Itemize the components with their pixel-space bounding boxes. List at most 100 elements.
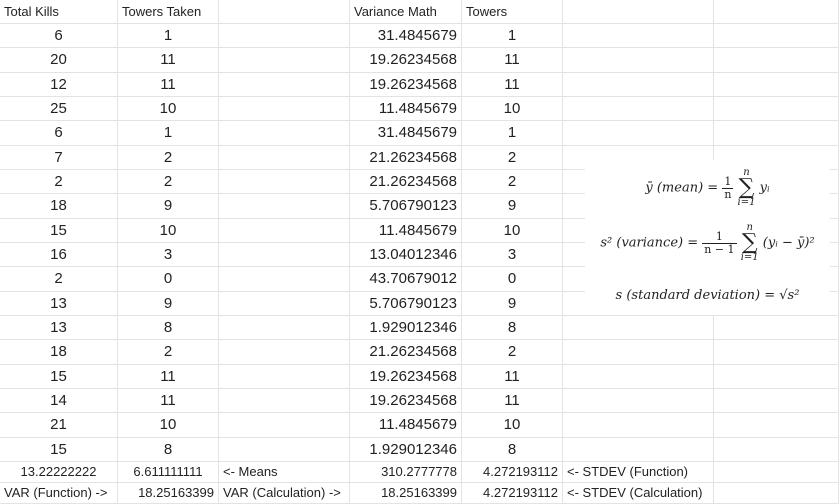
cell-col-g[interactable] (714, 413, 839, 438)
cell-variance-math[interactable]: Variance Math (350, 0, 462, 24)
cell-towers-taken[interactable]: 8 (118, 315, 219, 341)
cell-total-kills[interactable]: 12 (0, 72, 118, 97)
cell-towers-taken[interactable]: 10 (118, 96, 219, 122)
cell-col-c[interactable] (219, 121, 350, 146)
cell-col-c[interactable] (219, 24, 350, 49)
cell-total-kills[interactable]: VAR (Function) -> (0, 482, 118, 504)
cell-col-f[interactable] (563, 340, 714, 365)
cell-col-g[interactable] (714, 482, 839, 504)
cell-total-kills[interactable]: 21 (0, 413, 118, 438)
cell-towers[interactable]: 3 (462, 242, 563, 268)
cell-variance-math[interactable]: 19.26234568 (350, 48, 462, 73)
cell-col-f[interactable] (563, 437, 714, 462)
cell-col-g[interactable] (714, 364, 839, 389)
cell-towers-taken[interactable]: 2 (118, 169, 219, 195)
cell-variance-math[interactable]: 1.929012346 (350, 437, 462, 462)
cell-towers-taken[interactable]: Towers Taken (118, 0, 219, 24)
cell-col-c[interactable] (219, 413, 350, 438)
cell-col-g[interactable] (714, 437, 839, 462)
cell-total-kills[interactable]: 15 (0, 218, 118, 243)
cell-col-f[interactable] (563, 388, 714, 414)
cell-towers[interactable]: 2 (462, 169, 563, 195)
cell-towers-taken[interactable]: 11 (118, 364, 219, 389)
cell-col-c[interactable] (219, 364, 350, 389)
cell-towers[interactable]: 10 (462, 96, 563, 122)
cell-variance-math[interactable]: 5.706790123 (350, 291, 462, 316)
cell-col-c[interactable] (219, 169, 350, 195)
cell-towers-taken[interactable]: 11 (118, 72, 219, 97)
cell-towers[interactable]: 11 (462, 364, 563, 389)
cell-col-g[interactable] (714, 388, 839, 414)
cell-towers-taken[interactable]: 10 (118, 218, 219, 243)
cell-towers[interactable]: 9 (462, 194, 563, 219)
cell-towers-taken[interactable]: 8 (118, 437, 219, 462)
cell-towers[interactable]: 2 (462, 145, 563, 170)
cell-variance-math[interactable]: 19.26234568 (350, 364, 462, 389)
cell-col-g[interactable] (714, 96, 839, 122)
cell-towers-taken[interactable]: 6.611111111 (118, 461, 219, 483)
cell-col-g[interactable] (714, 461, 839, 483)
cell-col-c[interactable] (219, 291, 350, 316)
cell-variance-math[interactable]: 31.4845679 (350, 24, 462, 49)
cell-total-kills[interactable]: 7 (0, 145, 118, 170)
cell-variance-math[interactable]: 43.70679012 (350, 267, 462, 292)
cell-total-kills[interactable]: 13 (0, 315, 118, 341)
cell-col-c[interactable] (219, 48, 350, 73)
cell-col-c[interactable] (219, 0, 350, 24)
cell-towers[interactable]: 9 (462, 291, 563, 316)
cell-col-g[interactable] (714, 121, 839, 146)
cell-total-kills[interactable]: 25 (0, 96, 118, 122)
cell-variance-math[interactable]: 11.4845679 (350, 218, 462, 243)
cell-towers-taken[interactable]: 3 (118, 242, 219, 268)
cell-towers[interactable]: 2 (462, 340, 563, 365)
cell-total-kills[interactable]: 14 (0, 388, 118, 414)
cell-col-g[interactable] (714, 24, 839, 49)
cell-total-kills[interactable]: 6 (0, 121, 118, 146)
cell-variance-math[interactable]: 21.26234568 (350, 169, 462, 195)
cell-col-f[interactable]: <- STDEV (Function) (563, 461, 714, 483)
cell-col-f[interactable] (563, 413, 714, 438)
cell-col-f[interactable] (563, 0, 714, 24)
cell-total-kills[interactable]: 13 (0, 291, 118, 316)
cell-towers[interactable]: 10 (462, 218, 563, 243)
cell-col-c[interactable] (219, 340, 350, 365)
cell-col-f[interactable] (563, 48, 714, 73)
cell-col-f[interactable] (563, 364, 714, 389)
cell-col-f[interactable] (563, 315, 714, 341)
cell-towers[interactable]: 0 (462, 267, 563, 292)
cell-towers[interactable]: 8 (462, 437, 563, 462)
cell-total-kills[interactable]: 18 (0, 340, 118, 365)
cell-total-kills[interactable]: Total Kills (0, 0, 118, 24)
cell-variance-math[interactable]: 11.4845679 (350, 96, 462, 122)
cell-total-kills[interactable]: 6 (0, 24, 118, 49)
cell-col-c[interactable]: VAR (Calculation) -> (219, 482, 350, 504)
cell-towers-taken[interactable]: 9 (118, 291, 219, 316)
cell-towers-taken[interactable]: 1 (118, 24, 219, 49)
cell-variance-math[interactable]: 310.2777778 (350, 461, 462, 483)
cell-col-f[interactable] (563, 72, 714, 97)
cell-towers[interactable]: 8 (462, 315, 563, 341)
cell-variance-math[interactable]: 19.26234568 (350, 72, 462, 97)
cell-col-c[interactable] (219, 437, 350, 462)
cell-variance-math[interactable]: 19.26234568 (350, 388, 462, 414)
cell-variance-math[interactable]: 18.25163399 (350, 482, 462, 504)
cell-total-kills[interactable]: 2 (0, 267, 118, 292)
cell-total-kills[interactable]: 16 (0, 242, 118, 268)
cell-variance-math[interactable]: 31.4845679 (350, 121, 462, 146)
cell-col-g[interactable] (714, 315, 839, 341)
cell-col-c[interactable] (219, 315, 350, 341)
cell-towers-taken[interactable]: 0 (118, 267, 219, 292)
cell-variance-math[interactable]: 21.26234568 (350, 145, 462, 170)
cell-variance-math[interactable]: 11.4845679 (350, 413, 462, 438)
cell-towers-taken[interactable]: 10 (118, 413, 219, 438)
cell-variance-math[interactable]: 5.706790123 (350, 194, 462, 219)
cell-towers-taken[interactable]: 9 (118, 194, 219, 219)
cell-variance-math[interactable]: 21.26234568 (350, 340, 462, 365)
cell-total-kills[interactable]: 13.22222222 (0, 461, 118, 483)
cell-towers-taken[interactable]: 11 (118, 388, 219, 414)
cell-col-g[interactable] (714, 48, 839, 73)
cell-col-f[interactable] (563, 121, 714, 146)
cell-towers[interactable]: 1 (462, 121, 563, 146)
cell-col-g[interactable] (714, 0, 839, 24)
cell-col-f[interactable]: <- STDEV (Calculation) (563, 482, 714, 504)
